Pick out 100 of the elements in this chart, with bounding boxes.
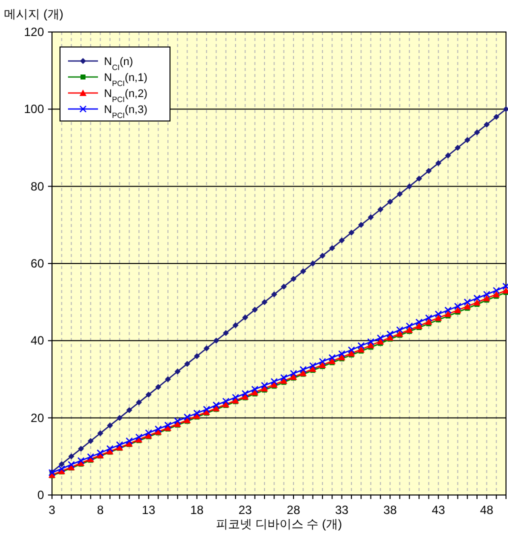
y-tick-label: 40 <box>30 334 44 348</box>
point <box>194 353 200 360</box>
point <box>261 385 268 392</box>
point <box>222 330 229 336</box>
point <box>232 394 240 401</box>
point <box>387 198 394 205</box>
point <box>406 183 412 190</box>
point <box>416 322 423 330</box>
point <box>319 252 326 259</box>
x-axis-title: 피코넷 디바이스 수 (개) <box>216 517 342 531</box>
point <box>444 310 452 318</box>
point <box>146 392 152 398</box>
point <box>164 422 172 429</box>
point <box>310 260 316 266</box>
point <box>68 460 75 468</box>
x-tick-label: 28 <box>286 503 300 517</box>
y-tick-label: 60 <box>30 256 44 270</box>
point <box>376 334 384 342</box>
point <box>242 390 249 398</box>
point <box>454 302 462 310</box>
point <box>367 338 374 346</box>
point <box>242 314 248 321</box>
y-axis-title: 메시지 (개) <box>4 7 64 21</box>
point <box>396 326 404 334</box>
y-tick-label: 0 <box>37 488 44 502</box>
point <box>386 334 394 341</box>
point <box>116 414 123 421</box>
point <box>280 374 288 382</box>
point <box>204 345 210 352</box>
x-tick-label: 23 <box>238 503 252 517</box>
legend-label: N$_{PCI}$(n,2) <box>104 88 148 104</box>
point <box>58 461 65 468</box>
y-tick-label: 100 <box>24 102 44 116</box>
point <box>329 245 336 252</box>
point <box>222 398 230 405</box>
point <box>251 386 258 393</box>
point <box>348 346 356 354</box>
point <box>368 214 374 220</box>
x-tick-label: 43 <box>432 503 446 517</box>
point <box>426 168 432 174</box>
point <box>503 106 508 112</box>
point <box>493 114 500 120</box>
point <box>376 338 384 344</box>
x-tick-label: 38 <box>383 503 398 517</box>
point <box>338 350 346 358</box>
point <box>270 378 278 386</box>
point <box>144 429 152 436</box>
point <box>96 449 104 457</box>
point <box>212 402 220 409</box>
point <box>290 370 298 378</box>
point <box>415 318 423 326</box>
legend-label: N$_{PCI}$(n,3) <box>104 104 148 120</box>
point <box>502 282 508 290</box>
point <box>473 294 481 302</box>
point <box>290 276 296 282</box>
point <box>338 237 345 244</box>
point <box>425 318 432 325</box>
y-tick-label: 20 <box>30 410 44 425</box>
point <box>358 222 364 228</box>
x-tick-label: 33 <box>335 503 349 517</box>
point <box>193 410 200 417</box>
point <box>406 326 413 333</box>
point <box>338 354 346 360</box>
point <box>434 314 442 321</box>
point <box>348 350 355 356</box>
point <box>464 298 471 306</box>
point <box>300 366 307 374</box>
point <box>87 453 94 460</box>
point <box>309 362 316 370</box>
point <box>126 407 132 414</box>
point <box>483 294 490 302</box>
point <box>492 290 500 298</box>
legend-label: N$_{PCI}$(n,1) <box>104 72 148 88</box>
point <box>328 358 336 364</box>
point <box>396 330 404 337</box>
point <box>396 191 403 198</box>
point <box>106 445 114 452</box>
point <box>174 368 181 375</box>
point <box>328 354 336 362</box>
point <box>58 465 66 472</box>
point <box>474 298 481 306</box>
point <box>262 299 268 306</box>
point <box>483 290 490 298</box>
point <box>68 453 74 460</box>
point <box>367 342 374 348</box>
point <box>434 310 442 318</box>
point <box>416 176 422 182</box>
point <box>164 376 171 382</box>
point <box>184 360 190 367</box>
point <box>154 425 162 433</box>
x-tick-label: 48 <box>480 503 494 517</box>
y-tick-label: 120 <box>24 25 44 39</box>
point <box>377 206 384 212</box>
x-tick-label: 3 <box>48 503 56 517</box>
point <box>78 446 84 452</box>
point <box>126 437 133 445</box>
point <box>260 382 268 390</box>
x-tick-label: 18 <box>190 503 204 517</box>
x-tick-label: 8 <box>96 503 104 517</box>
point <box>88 438 94 444</box>
